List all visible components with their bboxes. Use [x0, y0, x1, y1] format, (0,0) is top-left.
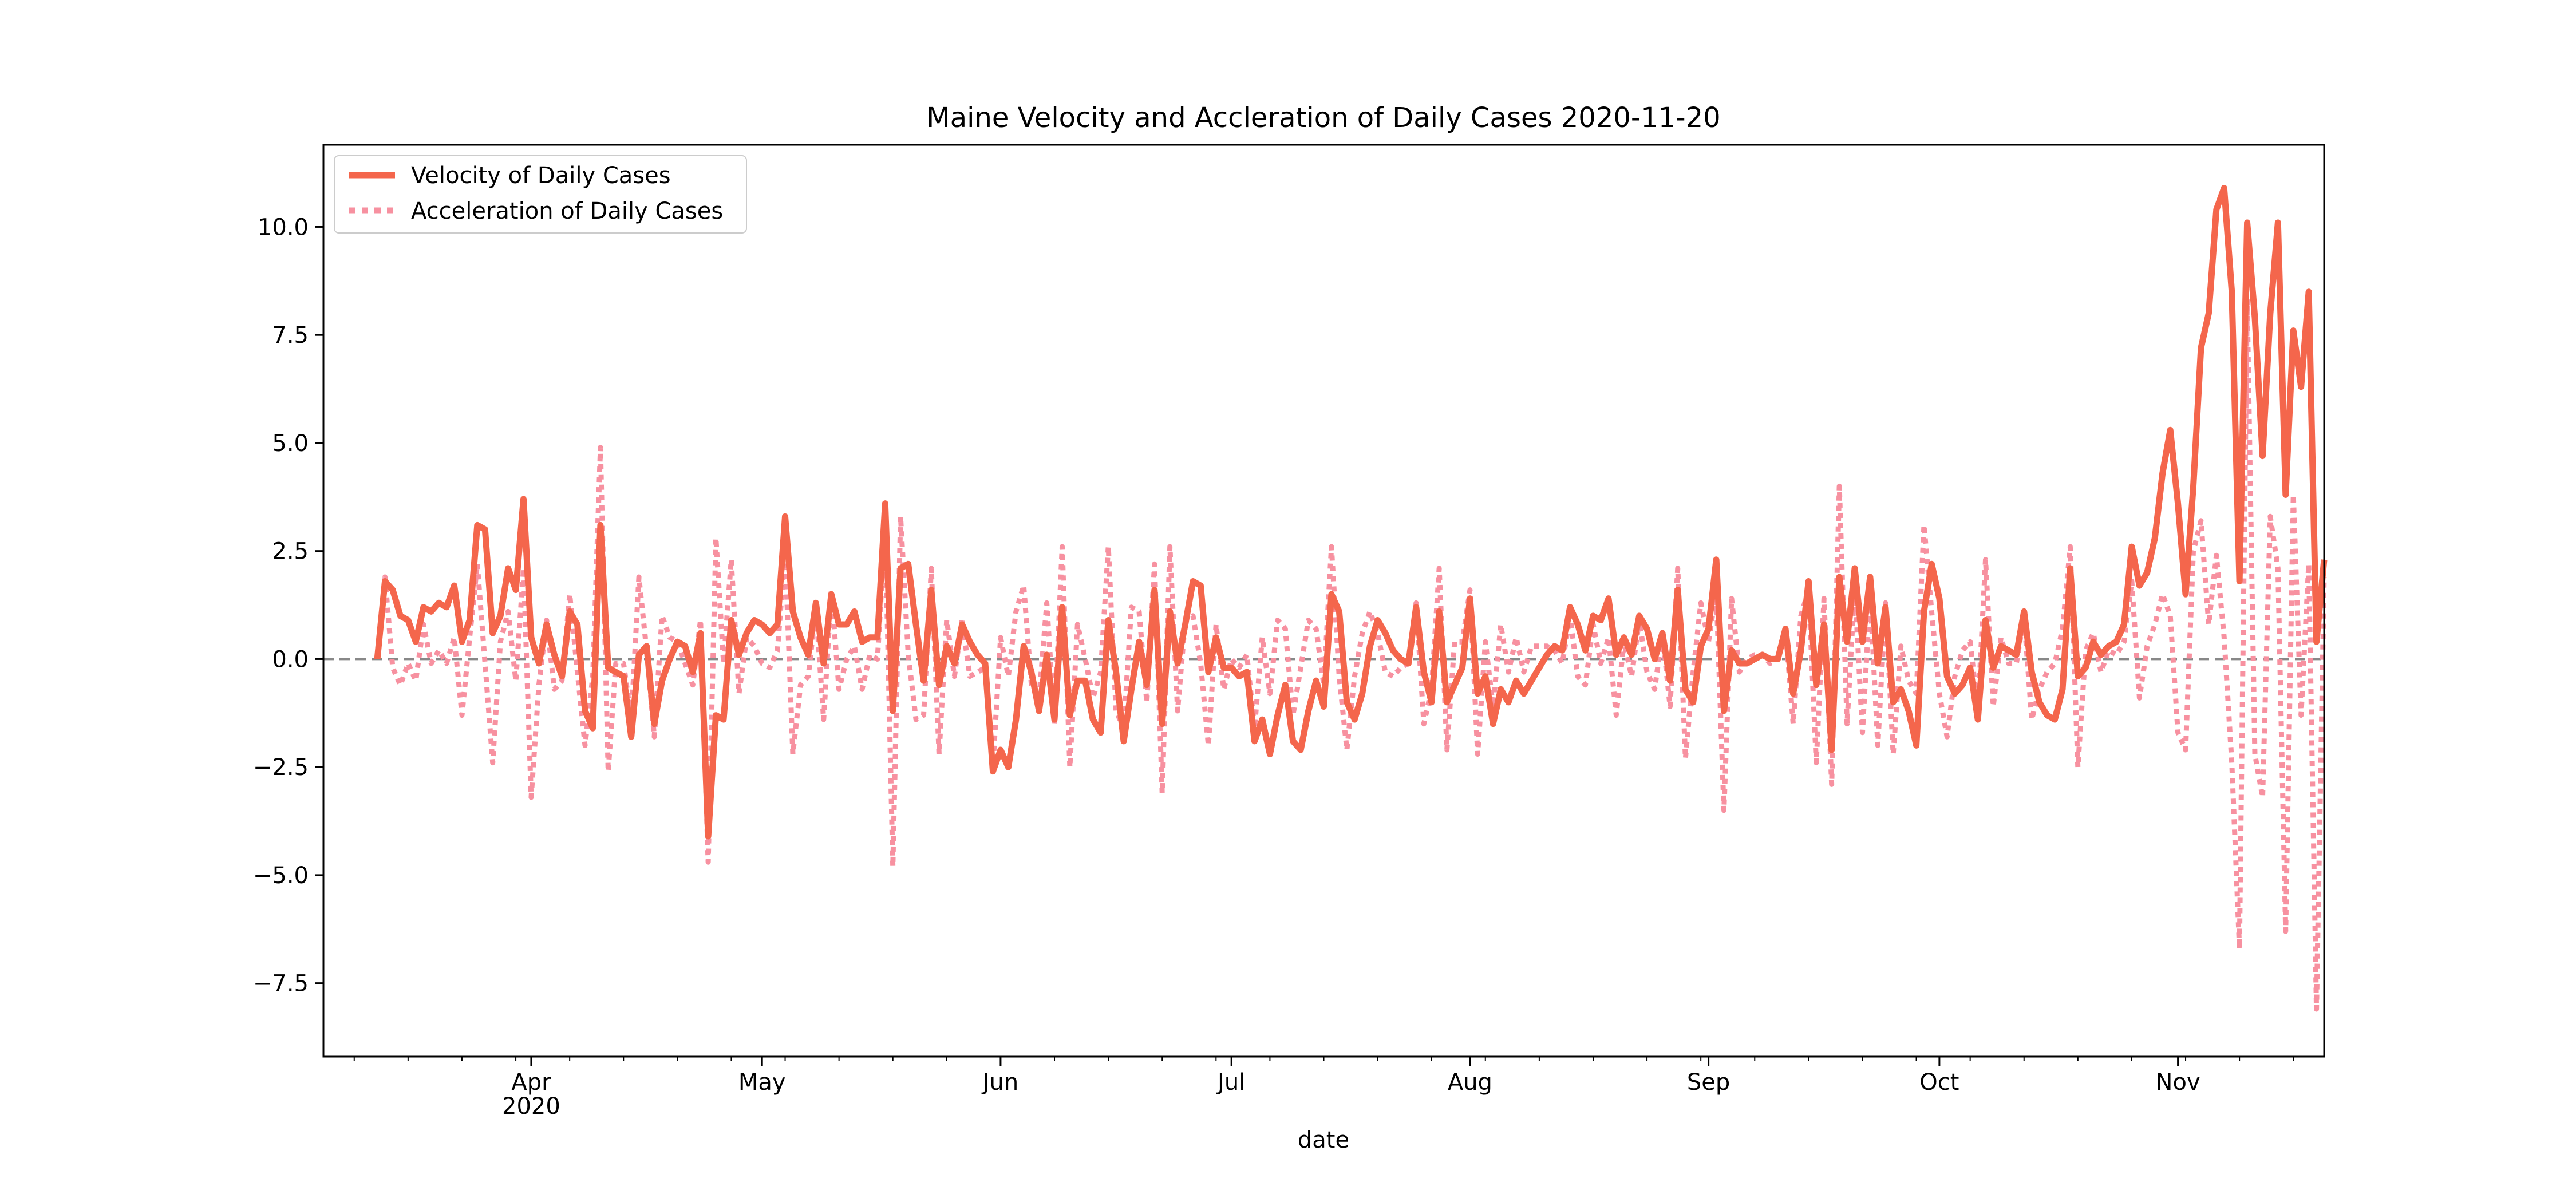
plot-frame: [323, 145, 2324, 1057]
y-tick-label: 2.5: [272, 539, 309, 565]
x-tick-label: Aug: [1448, 1069, 1492, 1096]
y-tick-label: 0.0: [272, 646, 309, 673]
series-line-velocity: [377, 188, 2324, 837]
x-tick-label: Oct: [1919, 1069, 1959, 1096]
x-axis-label: date: [1298, 1127, 1349, 1153]
x-tick-label: May: [738, 1069, 786, 1096]
x-tick-sublabel: 2020: [502, 1093, 560, 1120]
chart-title: Maine Velocity and Accleration of Daily …: [926, 102, 1720, 134]
plot-area: [323, 188, 2324, 1010]
legend-label-acceleration: Acceleration of Daily Cases: [411, 198, 723, 224]
x-tick-label: Apr: [511, 1069, 551, 1096]
y-tick-label: −7.5: [253, 971, 309, 997]
y-tick-label: 7.5: [272, 322, 309, 349]
y-tick-label: −5.0: [253, 863, 309, 889]
x-tick-label: Sep: [1687, 1069, 1730, 1096]
x-tick-label: Jul: [1216, 1069, 1245, 1096]
x-tick-label: Nov: [2156, 1069, 2200, 1096]
y-tick-label: −2.5: [253, 754, 309, 781]
x-tick-label: Jun: [981, 1069, 1019, 1096]
y-tick-label: 5.0: [272, 430, 309, 457]
legend: Velocity of Daily Cases Acceleration of …: [334, 156, 746, 233]
y-axis: −7.5 −5.0 −2.5 0.0 2.5 5.0 7.5 10.0: [253, 214, 323, 997]
y-tick-label: 10.0: [258, 214, 309, 240]
legend-label-velocity: Velocity of Daily Cases: [411, 163, 671, 189]
